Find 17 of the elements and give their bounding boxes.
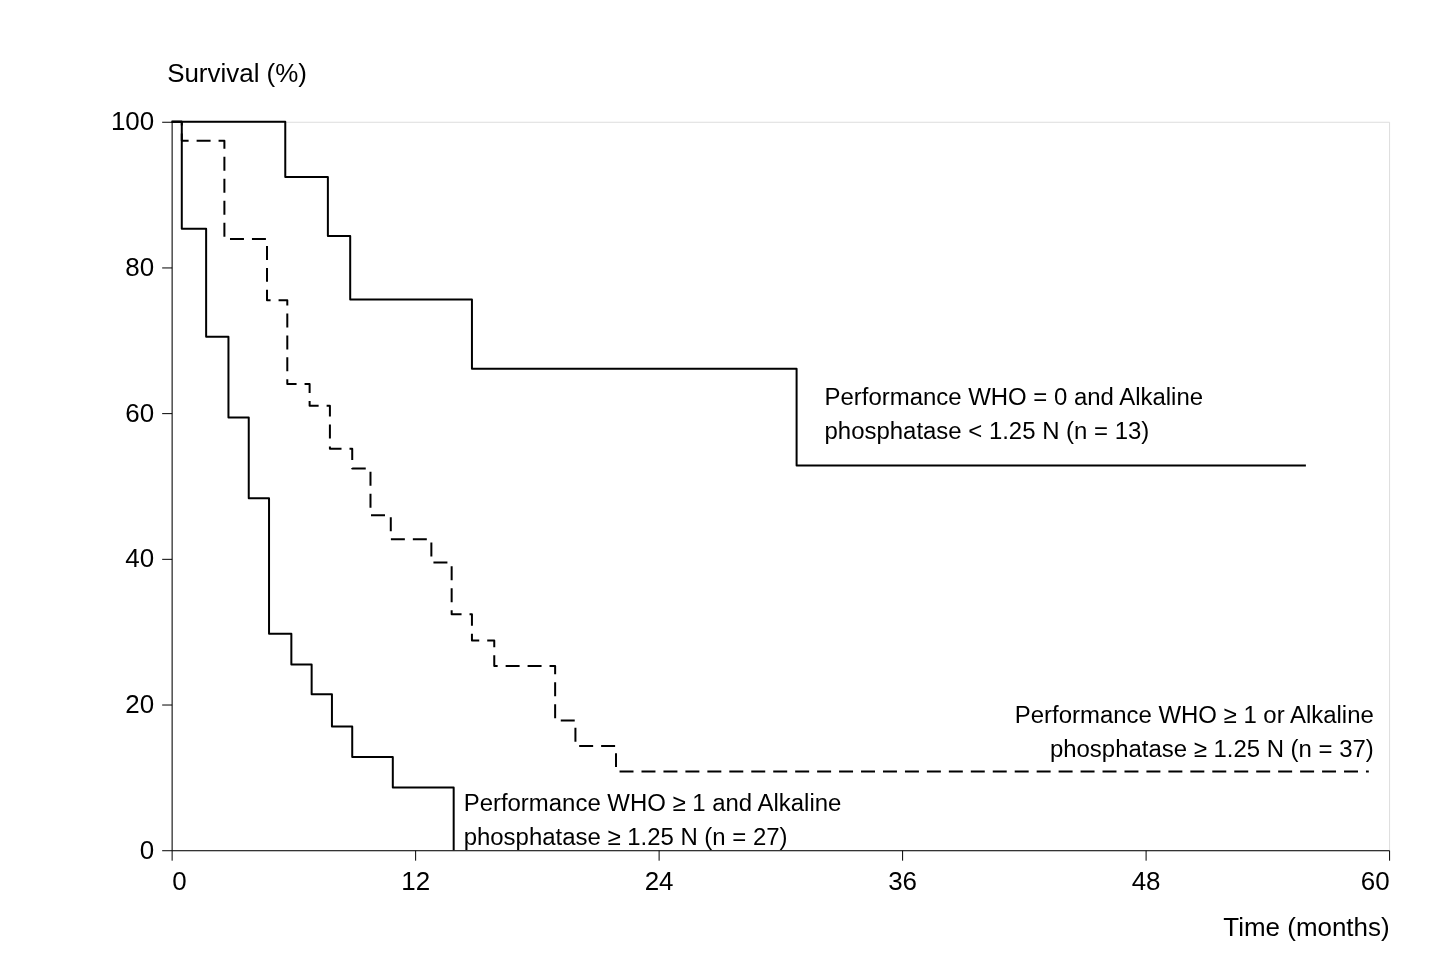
x-tick-label: 24 — [644, 866, 674, 895]
x-axis-title: Time (months) — [1223, 912, 1390, 941]
x-tick-label: 48 — [1131, 866, 1161, 895]
series-label: Performance WHO ≥ 1 or Alkaline phosphatase ≥ 1.25 N (n = 37) — [1014, 700, 1374, 762]
x-tick-label: 12 — [401, 866, 431, 895]
x-tick-label: 36 — [888, 866, 918, 895]
x-tick-label: 60 — [1360, 866, 1390, 895]
y-tick-label: 100 — [110, 107, 155, 136]
y-tick-label: 80 — [125, 252, 155, 281]
y-axis-title: Survival (%) — [167, 59, 307, 88]
series-label: Performance WHO = 0 and Alkaline phosphatase < 1.25 N (n = 13) — [824, 382, 1204, 444]
y-tick-label: 60 — [125, 398, 155, 427]
y-tick-label: 40 — [125, 544, 155, 573]
y-tick-label: 0 — [139, 835, 155, 864]
y-tick-label: 20 — [125, 690, 155, 719]
x-tick-label: 0 — [172, 866, 187, 895]
series-label: Performance WHO ≥ 1 and Alkaline phosphatase ≥ 1.25 N (n = 27) — [463, 789, 842, 851]
